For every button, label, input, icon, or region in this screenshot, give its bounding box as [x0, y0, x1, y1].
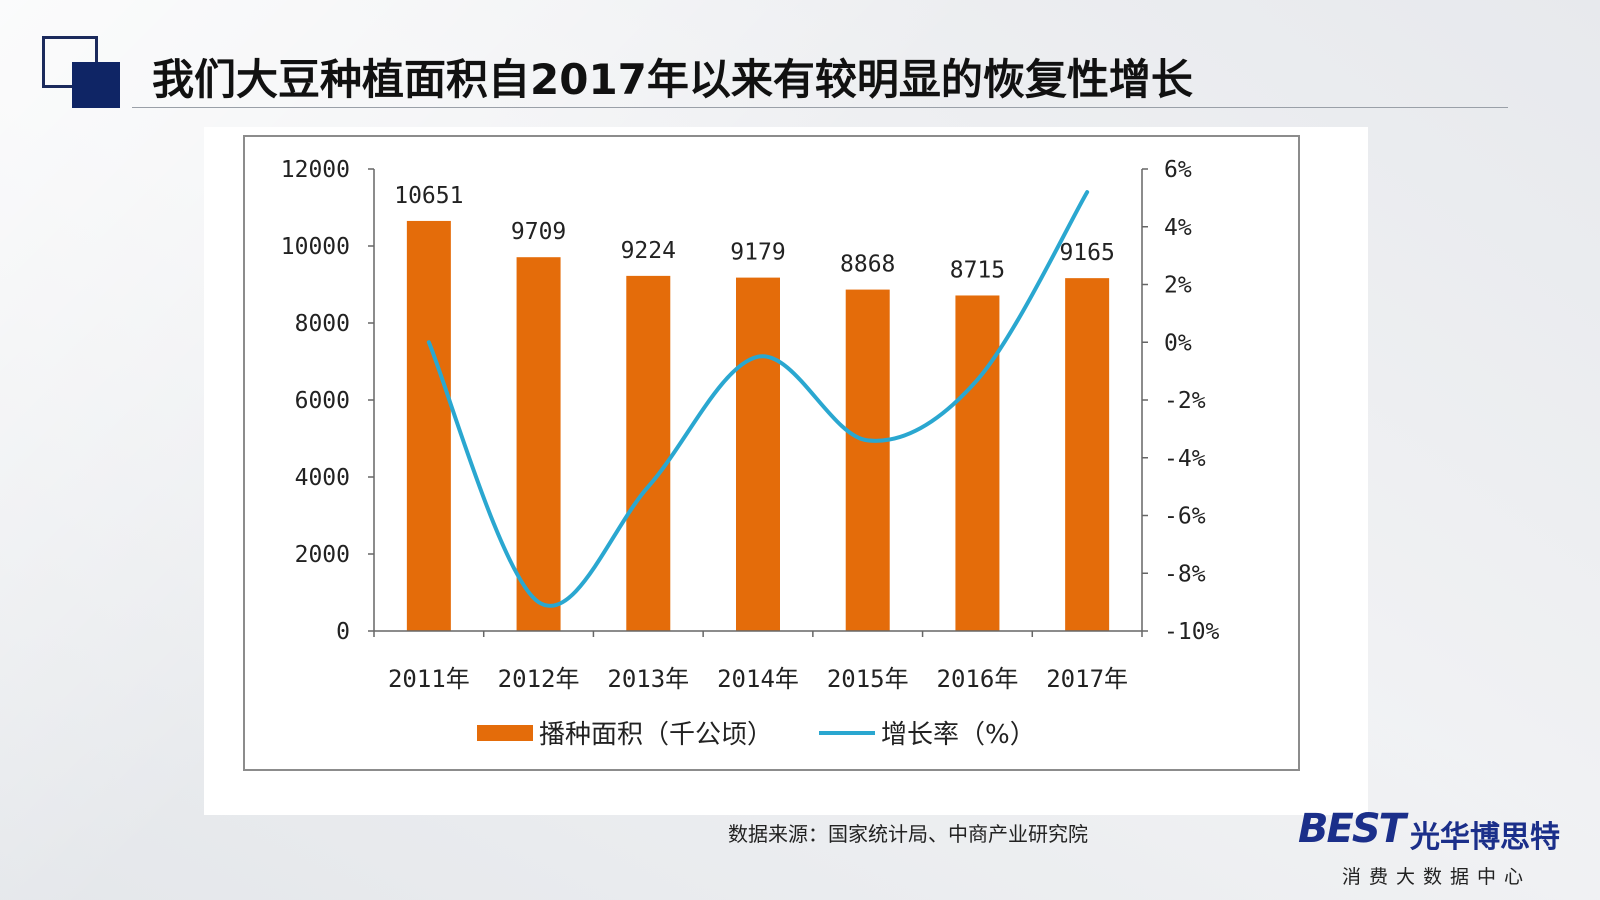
title-decoration: [42, 36, 122, 110]
bar-data-label: 8715: [950, 257, 1005, 283]
left-tick-label: 6000: [295, 388, 350, 414]
best-logo-icon: BEST: [1298, 806, 1406, 852]
left-tick-label: 8000: [295, 311, 350, 337]
right-tick-label: 2%: [1164, 273, 1192, 299]
brand-logo: BEST 光华博思特 消费大数据中心: [1298, 806, 1568, 894]
bar-1: [516, 257, 561, 631]
left-tick-label: 12000: [281, 157, 350, 183]
x-tick-label: 2011年: [388, 665, 470, 693]
bar-0: [406, 220, 451, 631]
left-tick-label: 2000: [295, 542, 350, 568]
right-tick-label: 4%: [1164, 215, 1192, 241]
filled-square: [72, 62, 120, 108]
source-note: 数据来源：国家统计局、中商产业研究院: [728, 822, 1088, 846]
combo-chart: 0 2000 4000 6000 8000 10000 12000 -10% -8% -6% -4%…: [243, 135, 1300, 771]
brand-name: 光华博思特: [1410, 820, 1560, 855]
right-tick-label: -8%: [1164, 561, 1206, 587]
x-tick-label: 2012年: [498, 665, 580, 693]
bar-data-label: 9709: [511, 219, 566, 245]
right-tick-label: 0%: [1164, 330, 1192, 356]
title-divider: [132, 107, 1508, 108]
bar-6: [1065, 278, 1110, 631]
right-tick-label: -6%: [1164, 504, 1206, 530]
x-tick-label: 2015年: [827, 665, 909, 693]
bar-data-label: 9165: [1059, 240, 1114, 266]
x-tick-label: 2014年: [717, 665, 799, 693]
x-tick-label: 2016年: [937, 665, 1019, 693]
bar-data-label: 10651: [394, 183, 463, 209]
page-title: 我们大豆种植面积自2017年以来有较明显的恢复性增长: [152, 55, 1193, 104]
bar-data-label: 8868: [840, 252, 895, 278]
bar-data-label: 9224: [621, 238, 676, 264]
brand-mark-text: BEST: [1298, 806, 1406, 852]
legend-bar-swatch: [477, 725, 533, 741]
left-tick-label: 0: [336, 619, 350, 645]
bar-2: [626, 275, 671, 631]
bar-5: [955, 295, 1000, 631]
left-tick-label: 10000: [281, 234, 350, 260]
chart-panel: 0 2000 4000 6000 8000 10000 12000 -10% -8% -6% -4%…: [204, 127, 1368, 815]
brand-subtitle: 消费大数据中心: [1342, 866, 1532, 888]
legend-bar-label: 播种面积（千公顷）: [539, 720, 773, 750]
right-tick-label: -10%: [1164, 619, 1220, 645]
bar-3: [736, 277, 780, 631]
bar-4: [845, 289, 890, 631]
left-tick-label: 4000: [295, 465, 350, 491]
right-tick-label: -4%: [1164, 446, 1206, 472]
legend-line-label: 增长率（%）: [881, 720, 1036, 750]
right-tick-label: -2%: [1164, 388, 1206, 414]
x-tick-label: 2017年: [1046, 665, 1128, 693]
x-tick-label: 2013年: [607, 665, 689, 693]
right-tick-label: 6%: [1164, 157, 1192, 183]
bar-data-label: 9179: [730, 240, 785, 266]
